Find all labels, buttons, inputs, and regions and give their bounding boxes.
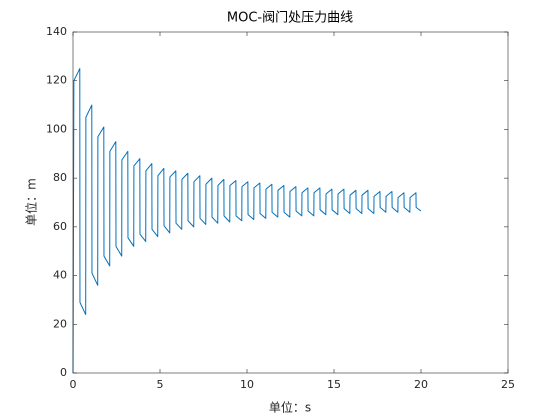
x-axis-label: 单位：s bbox=[269, 400, 311, 415]
y-tick-label: 0 bbox=[60, 366, 67, 379]
axes-box bbox=[72, 31, 509, 374]
y-tick-label: 80 bbox=[53, 171, 67, 184]
chart-title: MOC-阀门处压力曲线 bbox=[227, 11, 353, 26]
data-line bbox=[72, 68, 422, 374]
x-tick-label: 10 bbox=[240, 378, 254, 391]
y-tick-label: 20 bbox=[53, 317, 67, 330]
y-tick-label: 60 bbox=[53, 220, 67, 233]
y-tick-label: 100 bbox=[46, 122, 67, 135]
x-tick-label: 20 bbox=[414, 378, 428, 391]
y-axis-label: 单位：m bbox=[24, 178, 39, 226]
x-tick-label: 0 bbox=[70, 378, 77, 391]
x-tick-label: 15 bbox=[327, 378, 341, 391]
x-tick-label: 5 bbox=[157, 378, 164, 391]
x-tick-label: 25 bbox=[501, 378, 515, 391]
y-tick-label: 120 bbox=[46, 74, 67, 87]
y-tick-label: 140 bbox=[46, 25, 67, 38]
y-tick-label: 40 bbox=[53, 269, 67, 282]
